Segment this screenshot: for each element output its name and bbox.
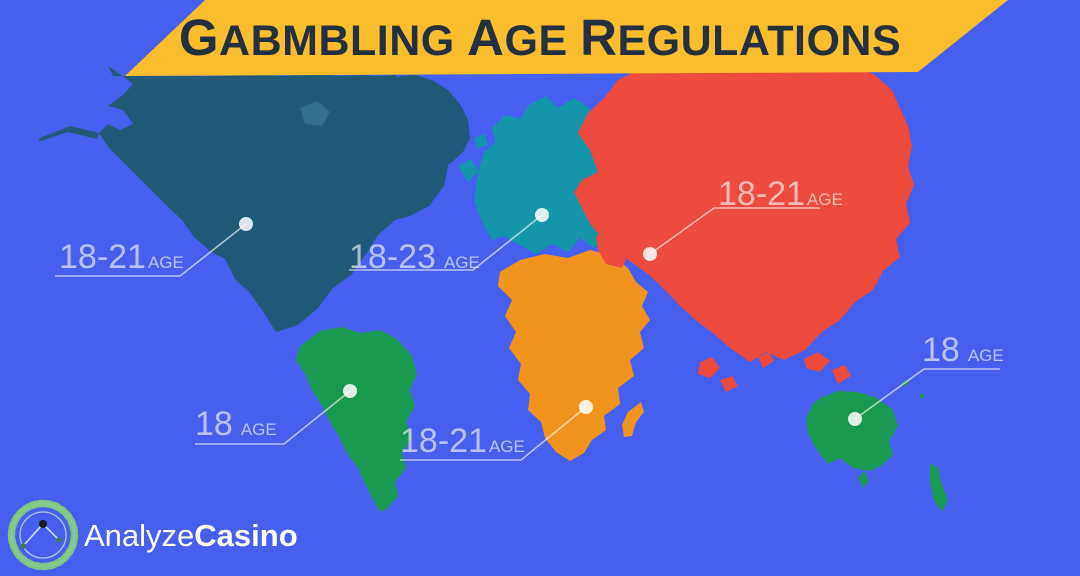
svg-text:AnalyzeCasino: AnalyzeCasino: [84, 518, 298, 553]
